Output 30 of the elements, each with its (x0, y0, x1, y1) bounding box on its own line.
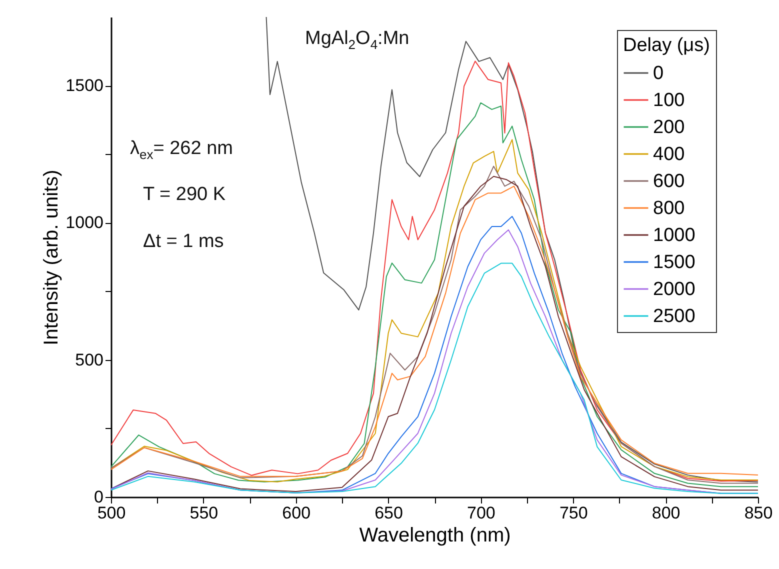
legend-label: 200 (653, 117, 685, 138)
legend-label: 0 (653, 63, 664, 84)
x-tick-label: 500 (97, 504, 126, 522)
y-tick-label: 0 (94, 488, 104, 506)
x-tick-label: 550 (190, 504, 218, 522)
legend-label: 1500 (653, 252, 696, 273)
legend-label: 400 (653, 144, 685, 165)
x-axis-title: Wavelength (nm) (359, 524, 511, 546)
y-tick-label: 1000 (66, 213, 104, 232)
legend-label: 2500 (653, 306, 696, 327)
y-axis-title: Intensity (arb. units) (40, 170, 63, 346)
annotation: Δt = 1 ms (143, 231, 224, 253)
x-tick-label: 800 (652, 504, 680, 522)
line-series (266, 17, 758, 482)
x-tick-label: 650 (374, 504, 403, 522)
legend-label: 2000 (653, 279, 696, 300)
annotation: MgAl$_{2}$O$_{4}$:Mn (305, 28, 410, 52)
legend-label: 1000 (653, 225, 696, 246)
x-tick-label: 750 (559, 504, 588, 522)
legend-label: 800 (653, 198, 685, 219)
x-tick-label: 850 (744, 504, 773, 522)
annotation: T = 290 K (143, 184, 226, 206)
legend-title: Delay (μs) (623, 35, 710, 56)
y-tick-label: 1500 (66, 76, 104, 96)
legend-label: 100 (653, 90, 685, 111)
annotation: λ$_{ex}$= 262 nm (130, 138, 233, 162)
x-tick-label: 600 (282, 504, 311, 522)
y-tick-label: 500 (75, 350, 104, 370)
legend-label: 600 (653, 171, 685, 192)
x-tick-label: 700 (467, 504, 496, 522)
